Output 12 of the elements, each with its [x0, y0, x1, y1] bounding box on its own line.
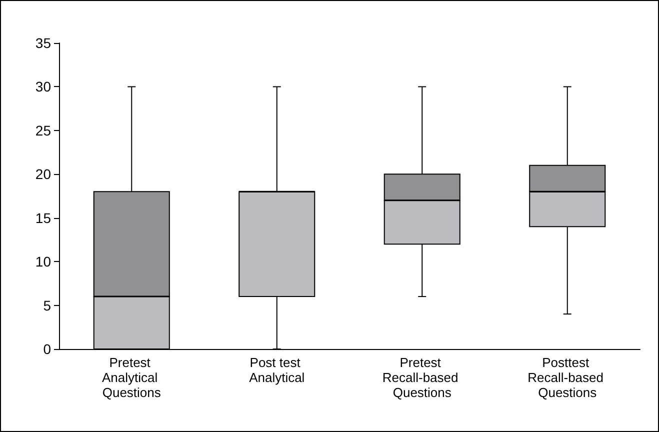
x-tick-label: Post test Analytical [249, 355, 305, 385]
y-tick-label: 15 [35, 210, 52, 226]
y-tick-label: 0 [43, 341, 52, 357]
x-tick-label: Posttest Recall-based Questions [528, 355, 608, 400]
y-tick-label: 25 [35, 122, 52, 138]
y-tick-label: 20 [35, 166, 52, 182]
x-tick-label: Pretest Analytical Questions [102, 355, 162, 400]
y-tick-label: 35 [35, 35, 52, 51]
x-tick-label: Pretest Recall-based Questions [382, 355, 462, 400]
y-tick-label: 5 [43, 297, 52, 314]
y-tick-label: 10 [35, 254, 52, 270]
y-tick-label: 30 [35, 78, 52, 95]
